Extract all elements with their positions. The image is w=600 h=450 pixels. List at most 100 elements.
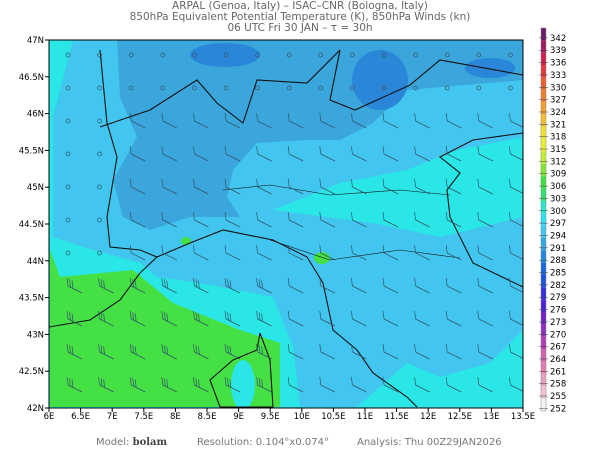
wind-barb [351,211,367,228]
wind-barb [129,211,146,228]
colorbar-swatch [541,28,546,41]
wind-barb [65,118,71,124]
title-line-3: 06 UTC Fri 30 JAN – τ = 30h [227,22,373,34]
colorbar-label: 273 [550,318,566,328]
wind-barb [476,85,482,91]
lat-label: 44N [27,257,44,267]
latitude-axis: 47N 46.5N 46N 45.5N 45N 44.5N 44N 43.5N 43N 42.5N… [19,36,49,414]
wind-barb [287,343,304,360]
lon-label: 6E [44,412,55,422]
colorbar-label: 276 [550,306,566,316]
title-line-1: ARPAL (Genoa, Italy) – ISAC–CNR (Bologna… [172,0,428,12]
wind-barb [477,343,493,360]
lat-label: 45.5N [19,146,44,156]
wind-barb [193,310,209,327]
wind-barb [66,277,83,294]
wind-barb [414,178,430,195]
wind-barb [508,85,513,91]
lon-label: 9.5E [261,412,280,422]
wind-barb [381,52,387,58]
colorbar-swatch [541,349,546,362]
colorbar-label: 252 [550,404,566,414]
field-green-patch [181,237,191,245]
colorbar-swatch [541,40,546,53]
colorbar-label: 312 [550,157,566,167]
wind-barb [382,178,399,195]
wind-barb [351,376,367,393]
lon-label: 12.5E [448,412,472,422]
wind-barb [287,112,304,129]
wind-barb [193,244,209,261]
colorbar-label: 255 [550,392,566,402]
wind-barb [224,376,241,393]
wind-barb [382,244,399,261]
wind-barb [255,52,260,58]
wind-barb [414,310,430,327]
lat-label: 46N [27,110,44,120]
wind-barbs [65,52,523,393]
wind-barb [193,211,209,228]
model-label: Model: [96,437,130,448]
wind-barb [319,244,335,261]
colorbar-swatch [541,237,546,251]
colorbar-label: 306 [550,182,566,192]
colorbar-swatch [541,287,546,300]
wind-barb [509,244,523,260]
wind-barb [477,112,493,129]
lon-label: 13.5E [511,412,535,422]
wind-barb [318,52,324,58]
field-cyan-patch [231,360,255,408]
colorbar-frame [540,27,547,412]
colorbar-swatch [541,336,546,350]
lon-label: 10.5E [321,412,345,422]
lon-label: 12E [420,412,436,422]
wind-barb [128,52,134,58]
field-mid-blue [113,40,523,230]
colorbar-label: 336 [550,59,566,69]
colorbar-swatch [541,77,546,90]
wind-barb [445,376,462,393]
lat-label: 45N [27,183,44,193]
wind-barb [287,145,304,162]
lat-label: 42N [27,404,44,414]
wind-barb [223,52,229,58]
wind-barb [97,217,102,223]
colorbar-swatch [541,361,546,374]
wind-barb [382,277,399,294]
wind-barb [287,211,304,228]
lat-label: 43N [27,330,44,340]
wind-barb [192,85,197,91]
wind-barb [224,277,241,294]
lon-label: 10E [294,412,310,422]
wind-barb [98,310,114,327]
wind-barb [286,52,292,58]
wind-barb [193,277,209,294]
lat-label: 47N [27,36,44,46]
wind-barb [287,277,304,294]
colorbar-label: 267 [550,343,566,353]
colorbar-swatch [541,52,546,66]
wind-barb [509,376,523,392]
wind-barb [509,178,523,194]
wind-barb [508,52,513,58]
colorbar-swatch [541,386,546,399]
wind-barb [319,343,335,360]
wind-barb [161,178,177,195]
lon-label: 8E [170,412,181,422]
colorbar-label: 294 [550,231,566,241]
wind-barb [319,376,335,393]
colorbar-label: 324 [550,108,566,118]
wind-barb [445,145,462,162]
wind-barb [160,52,166,58]
wind-barb [351,277,367,294]
wind-barb [256,211,272,228]
wind-barb [128,85,134,91]
wind-barb [256,112,272,129]
field-green-patch [314,252,330,264]
wind-barb [193,112,209,129]
wind-barb [351,343,367,360]
wind-barb [161,145,177,162]
colorbar-swatch [541,275,546,288]
wind-barb [351,244,367,261]
